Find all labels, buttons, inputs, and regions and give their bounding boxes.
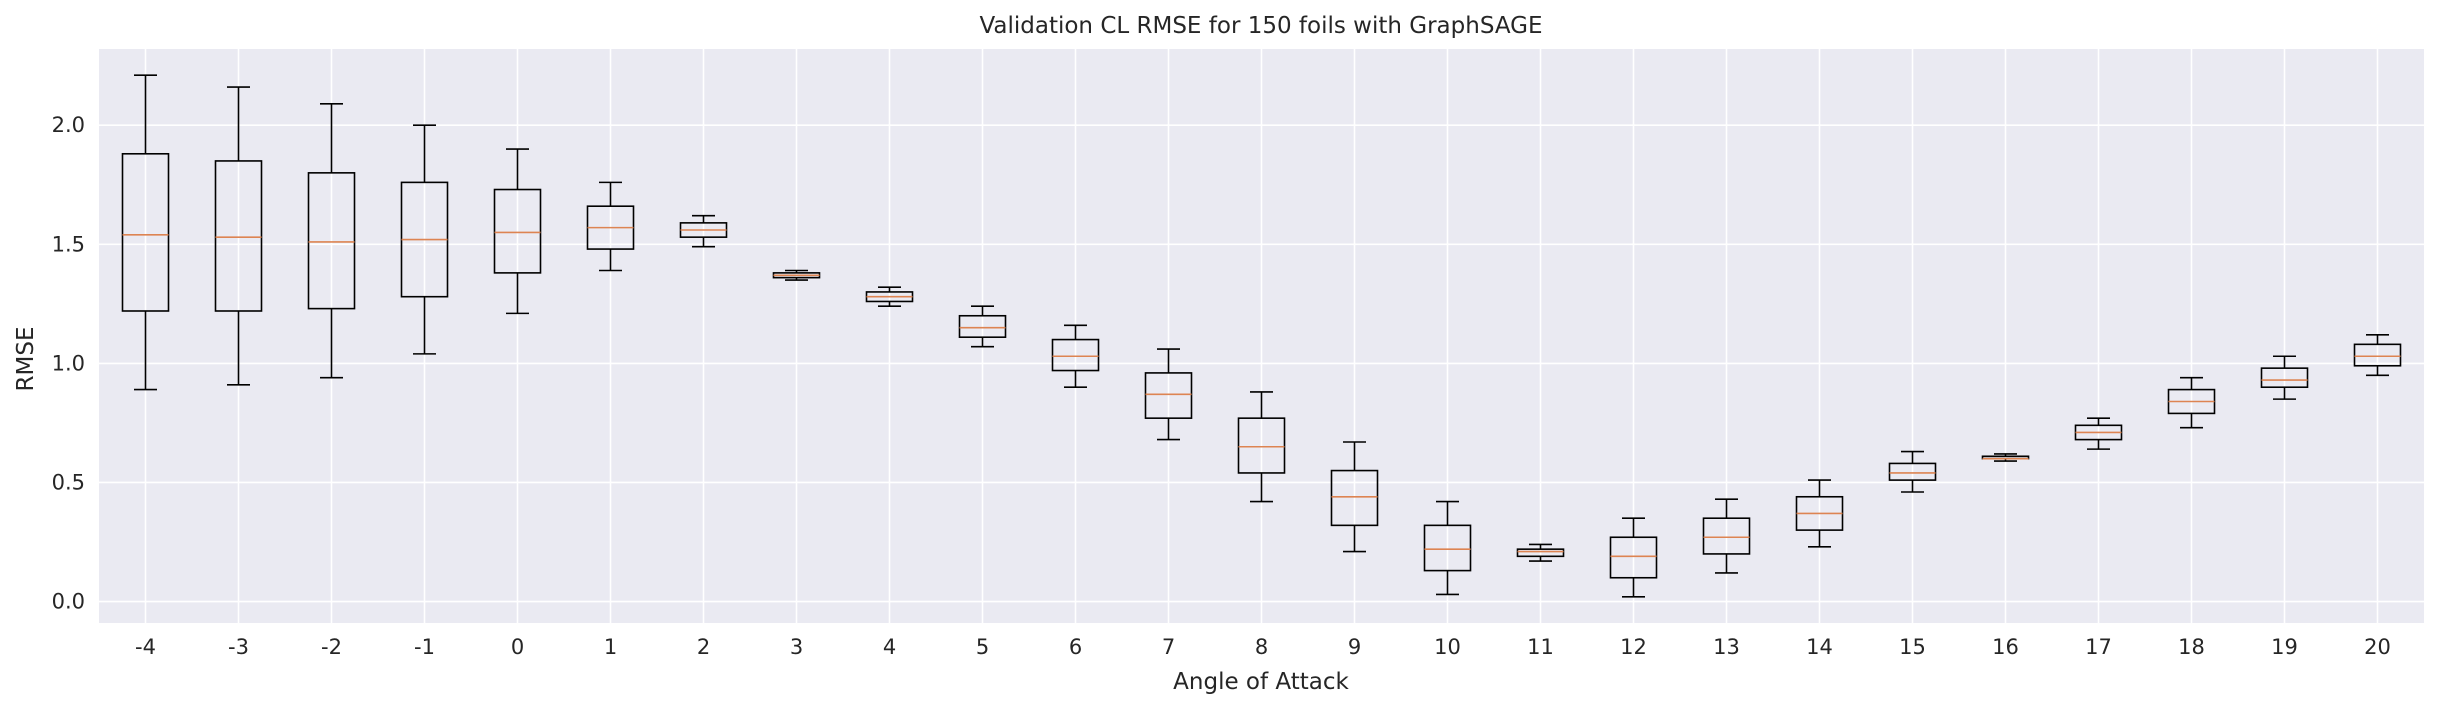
box-plot-15 bbox=[1888, 450, 1937, 493]
box-plot-8 bbox=[1237, 391, 1286, 503]
iqr-box bbox=[1702, 517, 1751, 555]
x-tick-label: 19 bbox=[2271, 635, 2298, 659]
y-tick-label: 0.0 bbox=[52, 590, 85, 614]
x-tick-label: 2 bbox=[697, 635, 710, 659]
box-plot-17 bbox=[2074, 417, 2123, 450]
box-plot-19 bbox=[2260, 355, 2309, 400]
chart-title: Validation CL RMSE for 150 foils with Gr… bbox=[979, 13, 1542, 39]
y-tick-label: 1.0 bbox=[52, 351, 85, 375]
box-plot-1 bbox=[586, 181, 635, 272]
box-plot-3 bbox=[772, 269, 821, 281]
x-tick-label: 8 bbox=[1255, 635, 1268, 659]
box-plot-7 bbox=[1144, 348, 1193, 441]
x-tick-label: -4 bbox=[135, 635, 156, 659]
box-plot-20 bbox=[2353, 334, 2402, 377]
box-plot-18 bbox=[2167, 376, 2216, 429]
box-plot-14 bbox=[1795, 479, 1844, 548]
iqr-box bbox=[1516, 548, 1565, 558]
x-tick-label: -1 bbox=[414, 635, 435, 659]
x-tick-label: 5 bbox=[976, 635, 989, 659]
x-tick-label: 7 bbox=[1162, 635, 1175, 659]
x-tick-label: -2 bbox=[321, 635, 342, 659]
box-plot-16 bbox=[1981, 453, 2030, 462]
box-plot-0 bbox=[493, 148, 542, 315]
iqr-box bbox=[121, 152, 170, 312]
box-plot-5 bbox=[958, 305, 1007, 348]
iqr-box bbox=[1423, 524, 1472, 572]
y-axis-label: RMSE bbox=[13, 327, 39, 392]
box-plot-2 bbox=[679, 214, 728, 248]
box-plot-9 bbox=[1330, 441, 1379, 553]
x-tick-label: 3 bbox=[790, 635, 803, 659]
x-tick-label: 11 bbox=[1527, 635, 1554, 659]
box-plot--3 bbox=[214, 86, 263, 386]
box-plot--1 bbox=[400, 124, 449, 355]
box-plot--4 bbox=[121, 74, 170, 391]
x-tick-label: 17 bbox=[2085, 635, 2112, 659]
iqr-box bbox=[1609, 536, 1658, 579]
iqr-box bbox=[493, 188, 542, 274]
box-plot-6 bbox=[1051, 324, 1100, 389]
x-tick-label: 1 bbox=[604, 635, 617, 659]
x-tick-label: 13 bbox=[1713, 635, 1740, 659]
y-tick-label: 1.5 bbox=[52, 232, 85, 256]
x-tick-label: 18 bbox=[2178, 635, 2205, 659]
boxes bbox=[121, 74, 2402, 598]
x-tick-label: 0 bbox=[511, 635, 524, 659]
box-plot-12 bbox=[1609, 517, 1658, 598]
x-tick-label: 16 bbox=[1992, 635, 2019, 659]
box-plot-10 bbox=[1423, 500, 1472, 596]
x-tick-label: 20 bbox=[2364, 635, 2391, 659]
box-plot-13 bbox=[1702, 498, 1751, 574]
iqr-box bbox=[2353, 343, 2402, 367]
x-tick-label: 9 bbox=[1348, 635, 1361, 659]
x-tick-label: 15 bbox=[1899, 635, 1926, 659]
x-tick-label: 6 bbox=[1069, 635, 1082, 659]
iqr-box bbox=[1237, 417, 1286, 474]
iqr-box bbox=[2260, 367, 2309, 389]
x-tick-label: 10 bbox=[1434, 635, 1461, 659]
box-plot--2 bbox=[307, 102, 356, 379]
iqr-box bbox=[1144, 372, 1193, 419]
iqr-box bbox=[1051, 338, 1100, 372]
box-plot-11 bbox=[1516, 543, 1565, 562]
iqr-box bbox=[307, 172, 356, 310]
y-tick-label: 2.0 bbox=[52, 113, 85, 137]
iqr-box bbox=[1330, 469, 1379, 527]
x-tick-labels: -4 -3 -2 -1 0 1 2 3 4 5 6 7 8 9 10 11 12 13 14 15 16 17 18 19 20 bbox=[135, 635, 2391, 659]
x-axis-label: Angle of Attack bbox=[1173, 669, 1349, 695]
iqr-box bbox=[1888, 462, 1937, 481]
iqr-box bbox=[958, 314, 1007, 338]
iqr-box bbox=[214, 160, 263, 312]
box-plot-4 bbox=[865, 286, 914, 308]
x-tick-label: 14 bbox=[1806, 635, 1833, 659]
y-tick-labels: 0.0 0.5 1.0 1.5 2.0 bbox=[52, 113, 85, 613]
x-tick-label: 4 bbox=[883, 635, 896, 659]
x-tick-label: -3 bbox=[228, 635, 249, 659]
y-tick-label: 0.5 bbox=[52, 470, 85, 494]
x-tick-label: 12 bbox=[1620, 635, 1647, 659]
